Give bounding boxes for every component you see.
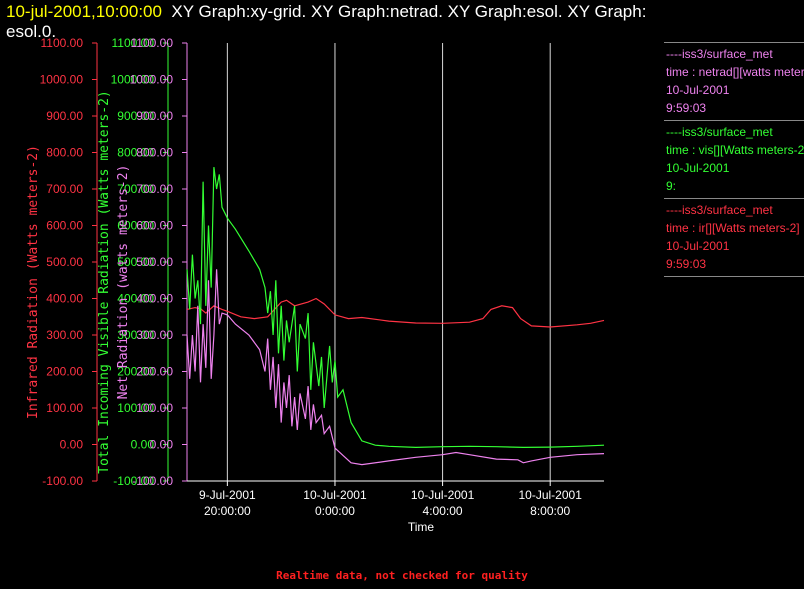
series-layer <box>186 167 605 466</box>
legend-variable: time : vis[][Watts meters-2] <box>666 143 804 157</box>
window-title: 10-jul-2001,10:00:00 XY Graph:xy-grid. X… <box>6 2 796 42</box>
x-tick-label-date: 9-Jul-2001 <box>199 488 256 502</box>
ir-tick-label: 600.00 <box>46 219 83 233</box>
ir-tick-label: 300.00 <box>46 328 83 342</box>
vis-tick-label: 600.00 <box>117 219 154 233</box>
title-graph-list: XY Graph:xy-grid. XY Graph:netrad. XY Gr… <box>171 2 647 21</box>
x-tick-label-time: 20:00:00 <box>204 504 251 518</box>
netrad-tick-label: 500.00 <box>136 255 173 269</box>
legend-source: ----iss3/surface_met <box>666 47 773 61</box>
netrad-tick-label: 700.00 <box>136 182 173 196</box>
x-tick-label-time: 8:00:00 <box>530 504 570 518</box>
vis-tick-label: 100.00 <box>117 401 154 415</box>
series-line-vis <box>186 167 605 449</box>
vis-axis-label: Total Incoming Visible Radiation (Watts … <box>97 90 112 474</box>
vis-tick-label: 700.00 <box>117 182 154 196</box>
x-tick-label-time: 4:00:00 <box>423 504 463 518</box>
series-line-netrad <box>186 269 605 466</box>
legend-date: 10-Jul-2001 <box>666 161 730 175</box>
ir-tick-label: 500.00 <box>46 255 83 269</box>
legend-variable: time : ir[][Watts meters-2] <box>666 221 800 235</box>
netrad-tick-label: 0.00 <box>150 438 174 452</box>
legend-entry-vis[interactable]: ----iss3/surface_met time : vis[][Watts … <box>664 121 804 199</box>
vis-tick-label: 800.00 <box>117 146 154 160</box>
netrad-tick-label: 1100.00 <box>131 36 174 50</box>
ir-tick-label: 700.00 <box>46 182 83 196</box>
x-axis: 9-Jul-2001 20:00:00 10-Jul-2001 0:00:00 10-J… <box>187 480 604 534</box>
ir-tick-label: 900.00 <box>46 109 83 123</box>
netrad-tick-label: 800.00 <box>136 146 173 160</box>
ir-tick-label: 0.00 <box>60 438 84 452</box>
ir-axis-label: Infrared Radiation (Watts meters-2) <box>26 145 41 419</box>
ir-tick-label: 1000.00 <box>40 73 84 87</box>
legend-entry-netrad[interactable]: ----iss3/surface_met time : netrad[][wat… <box>664 42 804 121</box>
vis-tick-label: 500.00 <box>117 255 154 269</box>
netrad-axis-label: Net Radiation (watts meters-2) <box>116 165 131 400</box>
title-timestamp: 10-jul-2001,10:00:00 <box>6 2 162 21</box>
x-tick-label-date: 10-Jul-2001 <box>303 488 367 502</box>
vis-tick-label: 400.00 <box>117 292 154 306</box>
legend-time: 9: <box>666 179 677 193</box>
series-line-ir <box>186 297 605 328</box>
vis-tick-label: 0.00 <box>131 438 155 452</box>
x-axis-label: Time <box>408 520 435 534</box>
legend-entry-ir[interactable]: ----iss3/surface_met time : ir[][Watts m… <box>664 199 804 277</box>
grid-layer <box>226 43 551 481</box>
ir-tick-label: -100.00 <box>42 474 83 488</box>
netrad-tick-label: 600.00 <box>136 219 173 233</box>
vis-tick-label: 200.00 <box>117 365 154 379</box>
legend-time: 9:59:03 <box>666 101 707 115</box>
vis-tick-label: 1000.00 <box>111 73 155 87</box>
vis-tick-label: 300.00 <box>117 328 154 342</box>
ir-tick-label: 1100.00 <box>41 36 84 50</box>
x-tick-label-date: 10-Jul-2001 <box>519 488 583 502</box>
netrad-tick-label: 1000.00 <box>130 73 174 87</box>
title-graph-list-cont: esol.0. <box>6 22 57 41</box>
legend: ----iss3/surface_met time : netrad[][wat… <box>664 42 804 277</box>
netrad-tick-label: -100.00 <box>132 474 173 488</box>
legend-date: 10-Jul-2001 <box>666 239 730 253</box>
ir-tick-label: 200.00 <box>46 365 83 379</box>
ir-tick-label: 800.00 <box>46 146 83 160</box>
vis-tick-label: 900.00 <box>117 109 154 123</box>
netrad-tick-label: 300.00 <box>136 328 173 342</box>
ir-tick-label: 400.00 <box>46 292 83 306</box>
x-tick-label-time: 0:00:00 <box>315 504 355 518</box>
legend-variable: time : netrad[][watts meters-2] <box>666 65 804 79</box>
legend-date: 10-Jul-2001 <box>666 83 730 97</box>
x-tick-label-date: 10-Jul-2001 <box>411 488 475 502</box>
ir-tick-label: 100.00 <box>46 401 83 415</box>
axes-layer: 1100.00 1000.00 900.00 800.00 700.00 600.00 50… <box>26 36 188 488</box>
quality-disclaimer: Realtime data, not checked for quality <box>276 569 528 582</box>
legend-source: ----iss3/surface_met <box>666 125 773 139</box>
netrad-tick-label: 400.00 <box>136 292 173 306</box>
legend-time: 9:59:03 <box>666 257 707 271</box>
legend-source: ----iss3/surface_met <box>666 203 773 217</box>
vis-tick-label: -100.00 <box>113 474 154 488</box>
netrad-tick-label: 200.00 <box>136 365 173 379</box>
vis-tick-label: 1100.00 <box>112 36 155 50</box>
netrad-tick-label: 900.00 <box>136 109 173 123</box>
netrad-tick-label: 100.00 <box>136 401 173 415</box>
